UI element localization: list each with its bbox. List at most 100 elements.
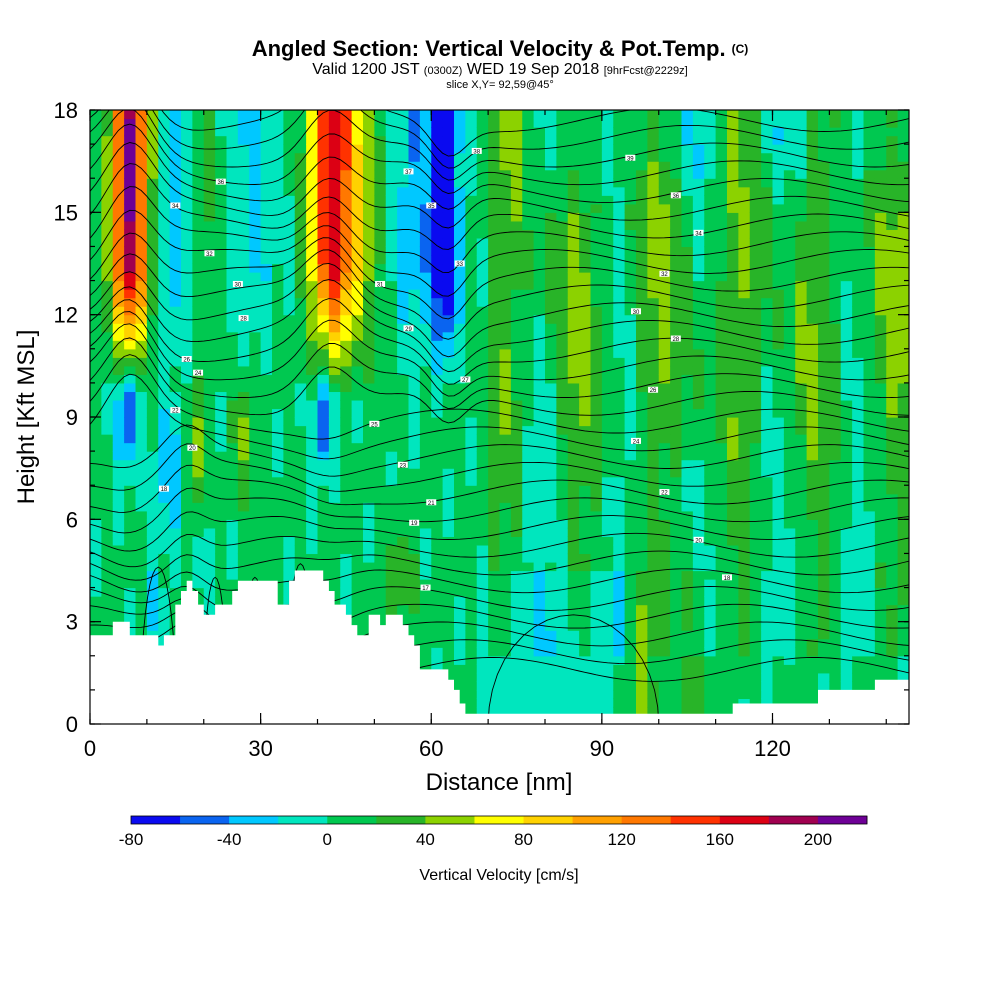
velocity-cell <box>738 263 751 273</box>
velocity-cell <box>522 118 535 128</box>
velocity-cell <box>419 391 432 401</box>
velocity-cell <box>283 314 296 324</box>
velocity-cell <box>90 195 102 205</box>
velocity-cell <box>169 118 182 128</box>
velocity-cell <box>647 493 660 503</box>
velocity-cell <box>647 237 660 248</box>
velocity-cell <box>112 442 125 452</box>
velocity-cell <box>567 664 580 674</box>
velocity-cell <box>237 203 250 213</box>
velocity-cell <box>408 178 421 188</box>
velocity-cell <box>658 442 671 452</box>
velocity-cell <box>397 306 410 316</box>
velocity-cell <box>636 579 648 589</box>
velocity-cell <box>431 434 444 444</box>
velocity-cell <box>681 621 694 631</box>
velocity-cell <box>294 246 307 256</box>
velocity-cell <box>408 527 421 537</box>
velocity-cell <box>727 357 739 367</box>
velocity-cell <box>704 297 717 307</box>
velocity-cell <box>590 510 603 520</box>
velocity-cell <box>351 272 364 282</box>
velocity-cell <box>465 604 478 614</box>
velocity-cell <box>863 485 876 495</box>
velocity-cell <box>863 638 876 648</box>
velocity-cell <box>670 289 683 299</box>
velocity-cell <box>226 459 239 469</box>
velocity-cell <box>169 331 182 341</box>
velocity-cell <box>90 579 102 589</box>
velocity-cell <box>374 613 387 623</box>
velocity-cell <box>385 442 398 452</box>
velocity-cell <box>442 254 455 265</box>
velocity-cell <box>181 459 193 469</box>
velocity-cell <box>340 442 353 452</box>
velocity-cell <box>545 186 557 196</box>
velocity-cell <box>636 246 648 256</box>
velocity-cell <box>772 587 785 597</box>
velocity-cell <box>397 289 410 299</box>
velocity-cell <box>192 340 205 350</box>
velocity-cell <box>124 468 137 478</box>
velocity-cell <box>738 323 751 333</box>
subtitle-forecast: [9hrFcst@2229z] <box>603 65 688 77</box>
velocity-cell <box>727 348 739 358</box>
velocity-cell <box>169 127 182 137</box>
velocity-cell <box>863 613 876 623</box>
velocity-cell <box>590 613 603 623</box>
subtitle-valid: Valid 1200 JST <box>312 61 420 78</box>
velocity-cell <box>317 331 330 341</box>
velocity-cell <box>601 161 614 171</box>
velocity-cell <box>397 297 410 307</box>
velocity-cell <box>670 272 683 282</box>
velocity-cell <box>863 579 876 589</box>
velocity-cell <box>545 485 557 495</box>
velocity-cell <box>624 536 637 546</box>
velocity-cell <box>215 570 228 580</box>
velocity-cell <box>442 561 455 572</box>
velocity-cell <box>715 203 728 213</box>
velocity-cell <box>169 459 182 469</box>
velocity-cell <box>351 289 364 299</box>
velocity-cell <box>567 144 580 154</box>
velocity-cell <box>818 152 830 162</box>
velocity-cell <box>340 510 353 520</box>
velocity-cell <box>340 485 353 495</box>
velocity-cell <box>727 399 739 410</box>
velocity-cell <box>294 203 307 213</box>
velocity-cell <box>419 664 432 674</box>
velocity-cell <box>749 544 762 555</box>
velocity-cell <box>431 237 444 248</box>
velocity-cell <box>340 169 353 179</box>
velocity-cell <box>363 186 375 196</box>
velocity-cell <box>533 468 546 478</box>
velocity-cell <box>90 502 102 512</box>
velocity-cell <box>226 493 239 503</box>
velocity-cell <box>226 323 239 333</box>
velocity-cell <box>488 178 501 188</box>
velocity-cell <box>681 706 694 717</box>
velocity-cell <box>510 127 523 137</box>
velocity-cell <box>306 365 319 375</box>
velocity-cell <box>783 254 796 265</box>
velocity-cell <box>510 254 523 265</box>
velocity-cell <box>237 169 250 179</box>
velocity-cell <box>306 297 319 307</box>
velocity-cell <box>704 263 717 273</box>
velocity-cell <box>454 672 466 682</box>
velocity-cell <box>806 152 819 162</box>
velocity-cell <box>385 510 398 520</box>
velocity-cell <box>226 289 239 299</box>
velocity-cell <box>408 468 421 478</box>
velocity-cell <box>624 664 637 674</box>
velocity-cell <box>738 485 751 495</box>
velocity-cell <box>374 459 387 469</box>
velocity-cell <box>260 186 273 196</box>
velocity-cell <box>476 561 489 572</box>
velocity-cell <box>135 178 148 188</box>
velocity-cell <box>442 647 455 657</box>
velocity-cell <box>601 144 614 154</box>
velocity-cell <box>135 544 148 555</box>
velocity-cell <box>510 152 523 162</box>
velocity-cell <box>363 161 375 171</box>
